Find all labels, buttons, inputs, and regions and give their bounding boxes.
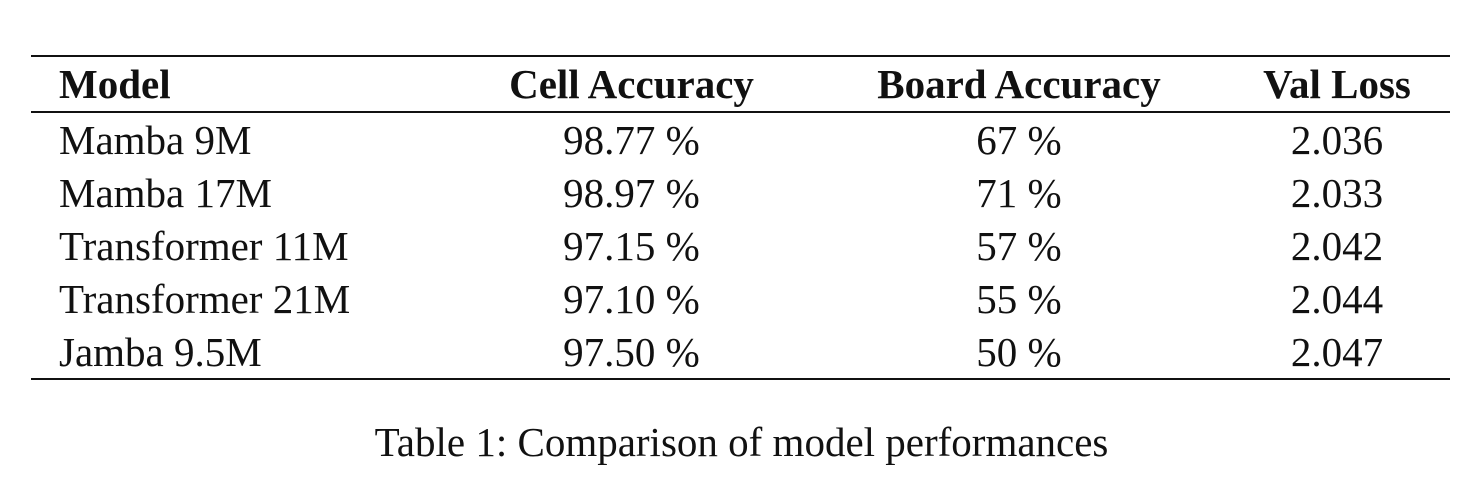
board-accuracy-cell: 67 %	[976, 116, 1062, 163]
table-row: Transformer 11M 97.15 % 57 % 2.042	[31, 219, 1450, 272]
val-loss-cell: 2.042	[1290, 222, 1384, 269]
model-cell: Mamba 17M	[59, 169, 272, 216]
header-cell-accuracy: Cell Accuracy	[509, 61, 754, 107]
cell-accuracy-cell: 98.97 %	[563, 169, 700, 216]
cell-accuracy-cell: 97.15 %	[563, 222, 700, 269]
val-loss-cell: 2.047	[1290, 328, 1384, 375]
results-table: Model Cell Accuracy Board Accuracy Val L…	[31, 55, 1450, 380]
model-cell: Transformer 11M	[59, 222, 349, 269]
board-accuracy-cell: 55 %	[976, 275, 1062, 322]
header-val-loss: Val Loss	[1263, 61, 1411, 107]
table-header: Model Cell Accuracy Board Accuracy Val L…	[31, 56, 1450, 112]
cell-accuracy-cell: 98.77 %	[563, 116, 700, 163]
val-loss-cell: 2.033	[1290, 169, 1384, 216]
model-cell: Jamba 9.5M	[59, 328, 262, 375]
cell-accuracy-cell: 97.50 %	[563, 328, 700, 375]
header-model: Model	[59, 61, 171, 107]
table-body: Mamba 9M 98.77 % 67 % 2.036 Mamba 17M 98…	[31, 112, 1450, 379]
results-table-container: Model Cell Accuracy Board Accuracy Val L…	[31, 55, 1450, 380]
table-row: Mamba 9M 98.77 % 67 % 2.036	[31, 112, 1450, 166]
model-cell: Transformer 21M	[59, 275, 351, 322]
board-accuracy-cell: 57 %	[976, 222, 1062, 269]
model-cell: Mamba 9M	[59, 116, 252, 163]
header-row: Model Cell Accuracy Board Accuracy Val L…	[31, 56, 1450, 112]
val-loss-cell: 2.044	[1290, 275, 1384, 322]
board-accuracy-cell: 71 %	[976, 169, 1062, 216]
cell-accuracy-cell: 97.10 %	[563, 275, 700, 322]
table-row: Transformer 21M 97.10 % 55 % 2.044	[31, 272, 1450, 325]
table-row: Jamba 9.5M 97.50 % 50 % 2.047	[31, 325, 1450, 379]
table-caption: Table 1: Comparison of model performance…	[374, 419, 1109, 465]
board-accuracy-cell: 50 %	[976, 328, 1062, 375]
val-loss-cell: 2.036	[1290, 116, 1384, 163]
table-row: Mamba 17M 98.97 % 71 % 2.033	[31, 166, 1450, 219]
header-board-accuracy: Board Accuracy	[877, 61, 1161, 107]
